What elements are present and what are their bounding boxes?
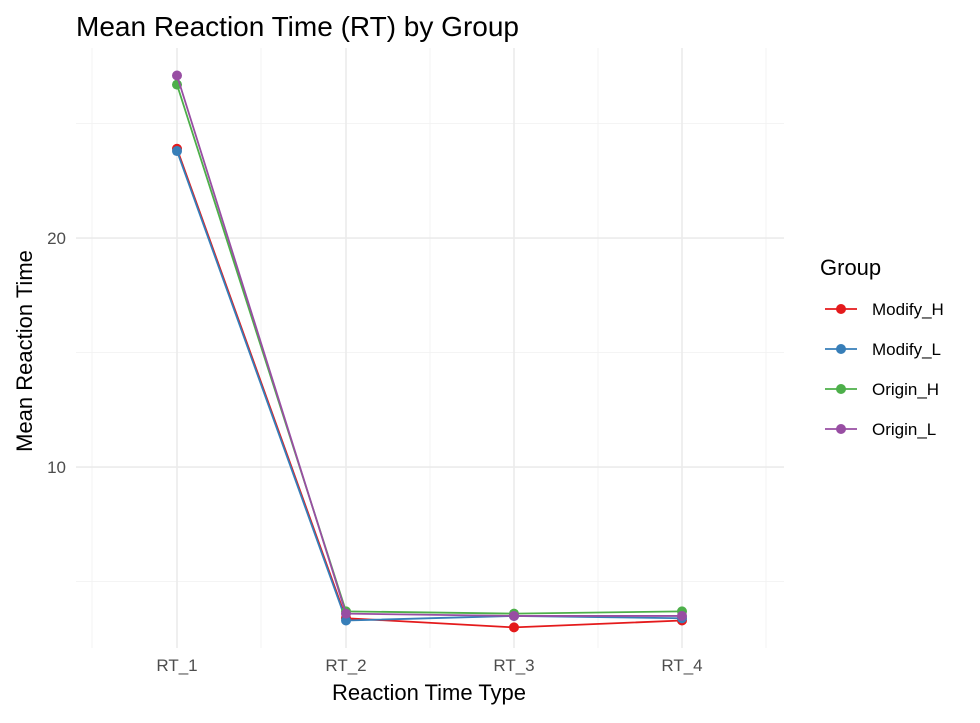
data-point [677, 610, 687, 621]
data-point [509, 622, 519, 633]
data-point [509, 610, 519, 621]
series-line [176, 150, 683, 622]
y-tick-label: 10 [47, 458, 66, 477]
x-tick-label: RT_3 [493, 656, 534, 675]
legend-item: Modify_L [825, 340, 941, 359]
data-point [172, 146, 182, 157]
y-tick-label: 20 [47, 229, 66, 248]
chart-title: Mean Reaction Time (RT) by Group [76, 11, 519, 42]
series-line [176, 148, 683, 629]
legend-item: Origin_L [825, 420, 936, 439]
legend-key-marker [836, 344, 846, 354]
series-Modify_L [172, 146, 687, 626]
legend-item: Modify_H [825, 300, 944, 319]
legend-item: Origin_H [825, 380, 939, 399]
data-point [341, 615, 351, 626]
legend-key-marker [836, 424, 846, 434]
legend-label: Modify_L [872, 340, 941, 359]
x-tick-labels: RT_1 RT_2 RT_3 RT_4 [156, 656, 702, 675]
series-layer [172, 70, 687, 633]
y-tick-labels: 10 20 [47, 229, 66, 477]
data-point [341, 608, 351, 619]
grid-layer [76, 48, 784, 648]
legend-title: Group [820, 255, 881, 280]
legend-label: Origin_H [872, 380, 939, 399]
legend-label: Origin_L [872, 420, 936, 439]
legend-key-marker [836, 304, 846, 314]
data-point [172, 70, 182, 81]
x-tick-label: RT_2 [325, 656, 366, 675]
legend: Group Modify_H Modify_L Origin_H Origin_L [820, 255, 944, 439]
series-Modify_H [172, 143, 687, 633]
series-Origin_L [172, 70, 687, 621]
series-line [176, 75, 682, 617]
y-axis-title: Mean Reaction Time [12, 250, 37, 452]
x-tick-label: RT_1 [156, 656, 197, 675]
x-tick-label: RT_4 [661, 656, 702, 675]
legend-label: Modify_H [872, 300, 944, 319]
series-line [176, 84, 683, 615]
x-axis-title: Reaction Time Type [332, 680, 526, 705]
legend-key-marker [836, 384, 846, 394]
